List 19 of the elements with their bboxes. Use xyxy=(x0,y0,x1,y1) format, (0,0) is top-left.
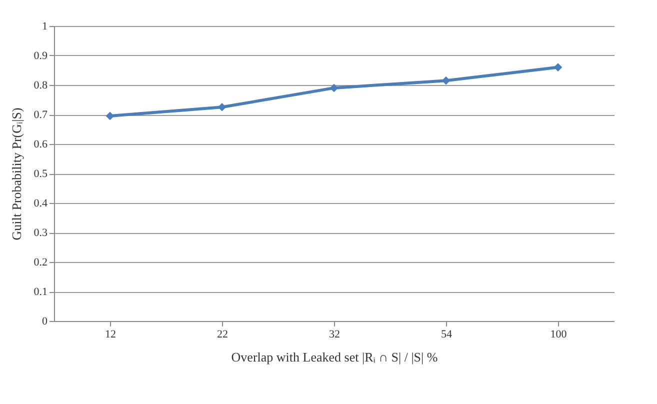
x-axis-title: Overlap with Leaked set |Rᵢ ∩ S| / |S| % xyxy=(231,350,438,364)
y-tick-label: 0.7 xyxy=(34,109,48,121)
y-tick-label: 1 xyxy=(42,20,48,32)
y-tick-label: 0.3 xyxy=(34,227,48,239)
x-tick-label: 54 xyxy=(441,328,452,340)
x-tick-label: 12 xyxy=(105,328,116,340)
y-tick-label: 0.6 xyxy=(34,138,48,150)
x-tick-label: 100 xyxy=(550,328,568,340)
y-tick-label: 0 xyxy=(42,316,48,328)
x-tick-label: 32 xyxy=(329,328,340,340)
point xyxy=(554,63,562,72)
y-tick-label: 0.9 xyxy=(34,50,48,62)
y-tick-label: 0.5 xyxy=(34,168,48,180)
x-tick-label: 22 xyxy=(217,328,228,340)
y-axis-title: Guilt Probability Pr(Gᵢ|S) xyxy=(8,108,24,240)
y-tick-label: 0.1 xyxy=(34,286,48,298)
y-tick-label: 0.8 xyxy=(34,80,48,92)
y-tick-label: 0.2 xyxy=(34,256,48,268)
y-tick-label: 0.4 xyxy=(34,198,48,210)
